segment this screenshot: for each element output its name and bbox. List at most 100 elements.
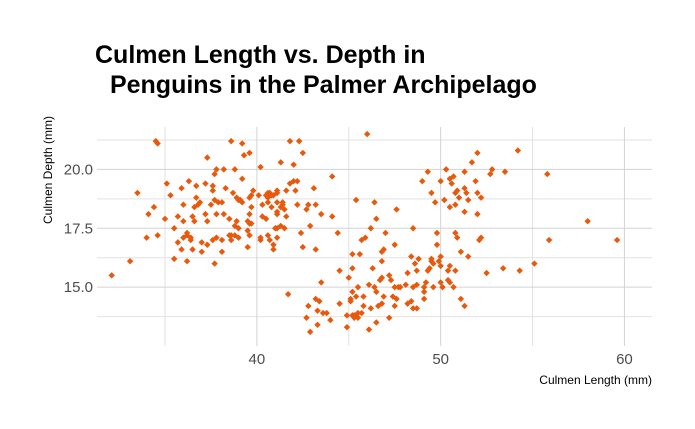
- data-point: [428, 189, 435, 197]
- data-point: [178, 246, 185, 253]
- data-point: [430, 260, 437, 267]
- data-point: [343, 312, 351, 319]
- data-point: [312, 246, 319, 253]
- data-point: [446, 262, 454, 270]
- data-point: [453, 234, 461, 241]
- data-point: [227, 137, 235, 145]
- data-point: [545, 236, 553, 244]
- data-point: [268, 203, 275, 211]
- data-point: [345, 274, 352, 281]
- data-point: [161, 215, 169, 223]
- data-point: [336, 300, 343, 307]
- x-tick-label: 50: [432, 351, 449, 368]
- data-point: [371, 199, 378, 206]
- data-point: [474, 210, 481, 218]
- data-point: [437, 253, 444, 260]
- data-point: [391, 302, 398, 310]
- data-point: [290, 161, 297, 168]
- data-point: [226, 215, 233, 223]
- data-point: [613, 236, 621, 244]
- data-point: [174, 239, 182, 246]
- data-point: [420, 295, 428, 303]
- data-point: [397, 283, 404, 291]
- data-point: [461, 302, 468, 310]
- data-point: [373, 215, 380, 223]
- data-point: [183, 229, 191, 237]
- data-point: [437, 177, 444, 185]
- data-point: [444, 267, 452, 274]
- data-point: [329, 173, 336, 180]
- data-point: [391, 283, 398, 291]
- data-point: [373, 319, 380, 326]
- data-point: [286, 137, 294, 145]
- x-tick-label: 40: [249, 351, 266, 368]
- data-point: [193, 182, 200, 190]
- data-point: [283, 213, 290, 220]
- data-point: [450, 173, 457, 180]
- data-point: [211, 260, 218, 267]
- data-point: [378, 274, 386, 281]
- data-point: [310, 185, 318, 192]
- data-point: [356, 250, 363, 258]
- data-point: [461, 185, 468, 192]
- data-point: [352, 196, 360, 204]
- data-point: [204, 154, 211, 161]
- data-point: [238, 140, 246, 147]
- data-point: [468, 159, 476, 166]
- data-point: [516, 267, 523, 274]
- data-point: [367, 305, 375, 312]
- data-point: [264, 199, 272, 206]
- data-point: [362, 234, 369, 241]
- data-point: [474, 149, 481, 157]
- data-point: [314, 321, 321, 329]
- data-point: [463, 189, 470, 197]
- data-point: [420, 283, 428, 291]
- data-point: [499, 265, 507, 272]
- data-point: [170, 255, 178, 263]
- data-point: [209, 182, 216, 190]
- data-point: [437, 262, 444, 270]
- data-points: [108, 130, 621, 336]
- data-point: [457, 248, 465, 256]
- data-point: [409, 305, 417, 312]
- data-point: [154, 232, 161, 239]
- data-point: [284, 290, 292, 298]
- data-point: [369, 265, 376, 272]
- data-point: [306, 222, 314, 230]
- data-point: [246, 149, 253, 157]
- data-point: [202, 210, 209, 218]
- data-point: [487, 170, 494, 178]
- data-point: [215, 199, 222, 206]
- data-point: [408, 253, 415, 260]
- data-point: [193, 194, 200, 201]
- data-point: [294, 201, 301, 208]
- data-point: [248, 203, 255, 211]
- y-tick-label: 20.0: [64, 161, 93, 178]
- major-gridlines: [97, 127, 652, 346]
- data-point: [299, 149, 307, 157]
- data-point: [455, 194, 463, 201]
- data-point: [273, 234, 281, 241]
- chart-title-line-1: Culmen Length vs. Depth in: [95, 41, 426, 69]
- data-point: [393, 206, 400, 213]
- data-point: [531, 260, 538, 267]
- data-point: [235, 225, 242, 232]
- data-point: [257, 234, 264, 241]
- data-point: [437, 279, 444, 286]
- data-point: [198, 248, 205, 256]
- data-point: [218, 248, 226, 256]
- data-point: [441, 196, 448, 204]
- data-point: [231, 166, 239, 173]
- data-point: [371, 283, 378, 291]
- data-point: [347, 295, 354, 303]
- data-point: [180, 201, 187, 208]
- data-point: [198, 239, 205, 246]
- data-point: [305, 201, 312, 208]
- data-point: [476, 236, 483, 244]
- data-point: [211, 170, 218, 178]
- data-point: [488, 166, 496, 173]
- data-point: [297, 229, 305, 237]
- data-point: [329, 213, 336, 220]
- data-point: [218, 199, 226, 206]
- data-point: [323, 309, 330, 317]
